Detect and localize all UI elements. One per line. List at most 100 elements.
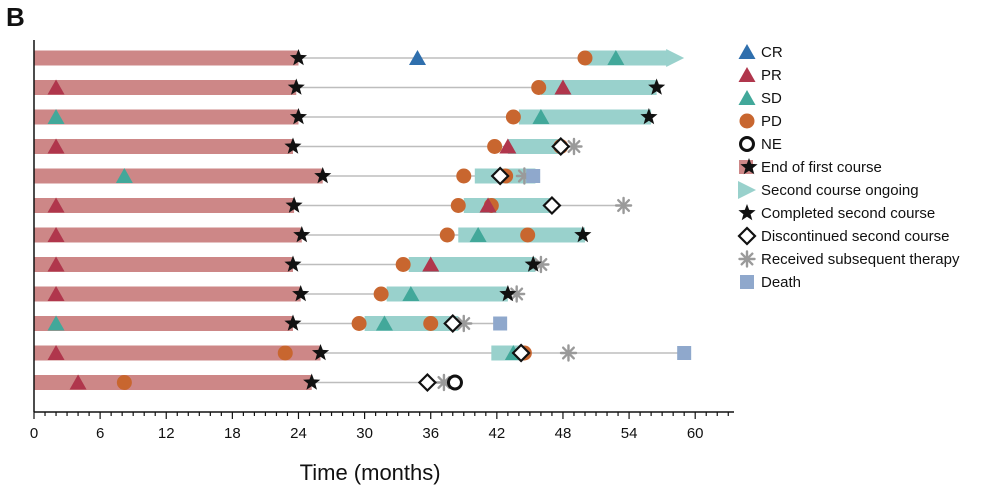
first-course-bar — [34, 139, 293, 154]
x-tick-label: 36 — [422, 425, 439, 442]
x-axis: 0 6 12 18 24 30 36 42 48 54 60 Time (months) — [30, 40, 734, 485]
second-course-bar — [463, 198, 552, 213]
legend-item-SD: SD — [738, 90, 782, 107]
legend-item-PD: PD — [739, 113, 782, 130]
first-course-bar — [34, 80, 297, 95]
completed-star-marker — [524, 255, 542, 272]
first-course-bar — [34, 257, 293, 272]
completed-star-marker — [499, 285, 517, 302]
legend-triangle-icon — [738, 44, 756, 59]
x-tick-label: 48 — [555, 425, 572, 442]
pd-marker — [373, 286, 389, 302]
pd-marker — [487, 139, 503, 154]
pr-marker — [479, 197, 497, 213]
cr-marker — [408, 50, 426, 65]
legend-item-second-ongoing: Second course ongoing — [738, 181, 919, 199]
legend-arrow-icon — [738, 181, 756, 199]
legend-label: PD — [761, 113, 782, 130]
legend-item-NE: NE — [739, 136, 782, 153]
pr-marker — [47, 138, 65, 154]
second-course-bar — [540, 80, 657, 95]
discontinued-diamond-marker — [551, 136, 571, 157]
first-course-bar — [34, 375, 312, 390]
legend-triangle-icon — [738, 67, 756, 82]
completed-star-marker — [292, 285, 310, 302]
first-course-bar — [34, 316, 293, 331]
pd-marker — [520, 227, 536, 243]
legend-label: CR — [761, 44, 783, 61]
x-tick-label: 24 — [290, 425, 307, 442]
pr-marker — [47, 345, 65, 360]
pr-marker — [47, 197, 65, 213]
completed-star-marker — [303, 373, 321, 390]
pd-marker — [456, 168, 472, 184]
pr-marker — [47, 286, 65, 301]
first-course-bar — [34, 168, 323, 184]
legend-circle-icon — [739, 113, 755, 129]
legend: CR PR SD PD NE End of first course Second cour… — [737, 44, 960, 291]
discontinued-diamond-marker — [490, 166, 510, 186]
sd-marker — [402, 286, 420, 301]
first-course-bar — [34, 50, 299, 66]
completed-star-marker — [289, 108, 307, 125]
pd-marker — [450, 198, 466, 213]
legend-square-icon — [740, 275, 754, 289]
pd-marker — [351, 316, 367, 331]
legend-label: SD — [761, 90, 782, 107]
panel-label: B — [6, 2, 25, 32]
completed-star-marker — [287, 78, 305, 95]
pr-marker — [422, 256, 440, 272]
subsequent-therapy-asterisk — [614, 196, 633, 215]
pr-marker — [47, 227, 65, 242]
pd-marker — [531, 80, 547, 95]
pd-marker — [505, 109, 521, 125]
subsequent-therapy-asterisk — [559, 344, 578, 362]
second-course-bar — [518, 109, 652, 125]
legend-item-death: Death — [740, 274, 801, 291]
legend-diamond-icon — [737, 226, 757, 246]
legend-ring-icon — [739, 136, 755, 152]
x-tick-label: 18 — [224, 425, 241, 442]
second-course-bar — [585, 50, 668, 66]
discontinued-diamond-marker — [511, 343, 531, 363]
completed-star-marker — [285, 196, 303, 213]
death-square-marker — [677, 346, 692, 360]
completed-star-marker — [284, 137, 302, 154]
legend-item-CR: CR — [738, 44, 783, 61]
completed-star-marker — [648, 78, 666, 95]
legend-label: PR — [761, 67, 782, 84]
first-course-bar — [34, 198, 295, 213]
legend-label: Discontinued second course — [761, 228, 949, 245]
legend-item-end-first: End of first course — [739, 158, 882, 176]
subsequent-therapy-asterisk — [507, 285, 526, 303]
death-square-marker — [526, 169, 541, 183]
legend-item-discontinued-second: Discontinued second course — [737, 226, 949, 246]
legend-item-PR: PR — [738, 67, 782, 84]
pd-marker — [439, 227, 455, 243]
pr-marker — [554, 79, 572, 95]
ne-marker — [446, 374, 463, 391]
completed-star-marker — [640, 108, 658, 125]
discontinued-diamond-marker — [417, 372, 437, 393]
completed-star-marker — [574, 226, 592, 243]
sd-marker — [469, 227, 487, 242]
completed-star-marker — [314, 167, 332, 184]
legend-label: End of first course — [761, 159, 882, 176]
pd-marker — [116, 375, 132, 390]
legend-item-completed-second: Completed second course — [738, 204, 935, 222]
legend-label: Received subsequent therapy — [761, 251, 960, 268]
legend-triangle-icon — [738, 90, 756, 105]
first-course-bar — [34, 345, 321, 361]
sd-marker — [607, 50, 625, 65]
legend-asterisk-icon — [738, 250, 756, 268]
event-markers — [47, 49, 692, 393]
x-tick-label: 12 — [158, 425, 175, 442]
legend-star-icon — [740, 158, 758, 175]
legend-label: Death — [761, 274, 801, 291]
legend-label: Second course ongoing — [761, 182, 919, 199]
legend-star-icon — [738, 204, 756, 221]
pd-marker — [395, 257, 411, 272]
x-tick-label: 6 — [96, 425, 104, 442]
sd-marker — [375, 315, 393, 331]
x-axis-title: Time (months) — [300, 460, 441, 485]
